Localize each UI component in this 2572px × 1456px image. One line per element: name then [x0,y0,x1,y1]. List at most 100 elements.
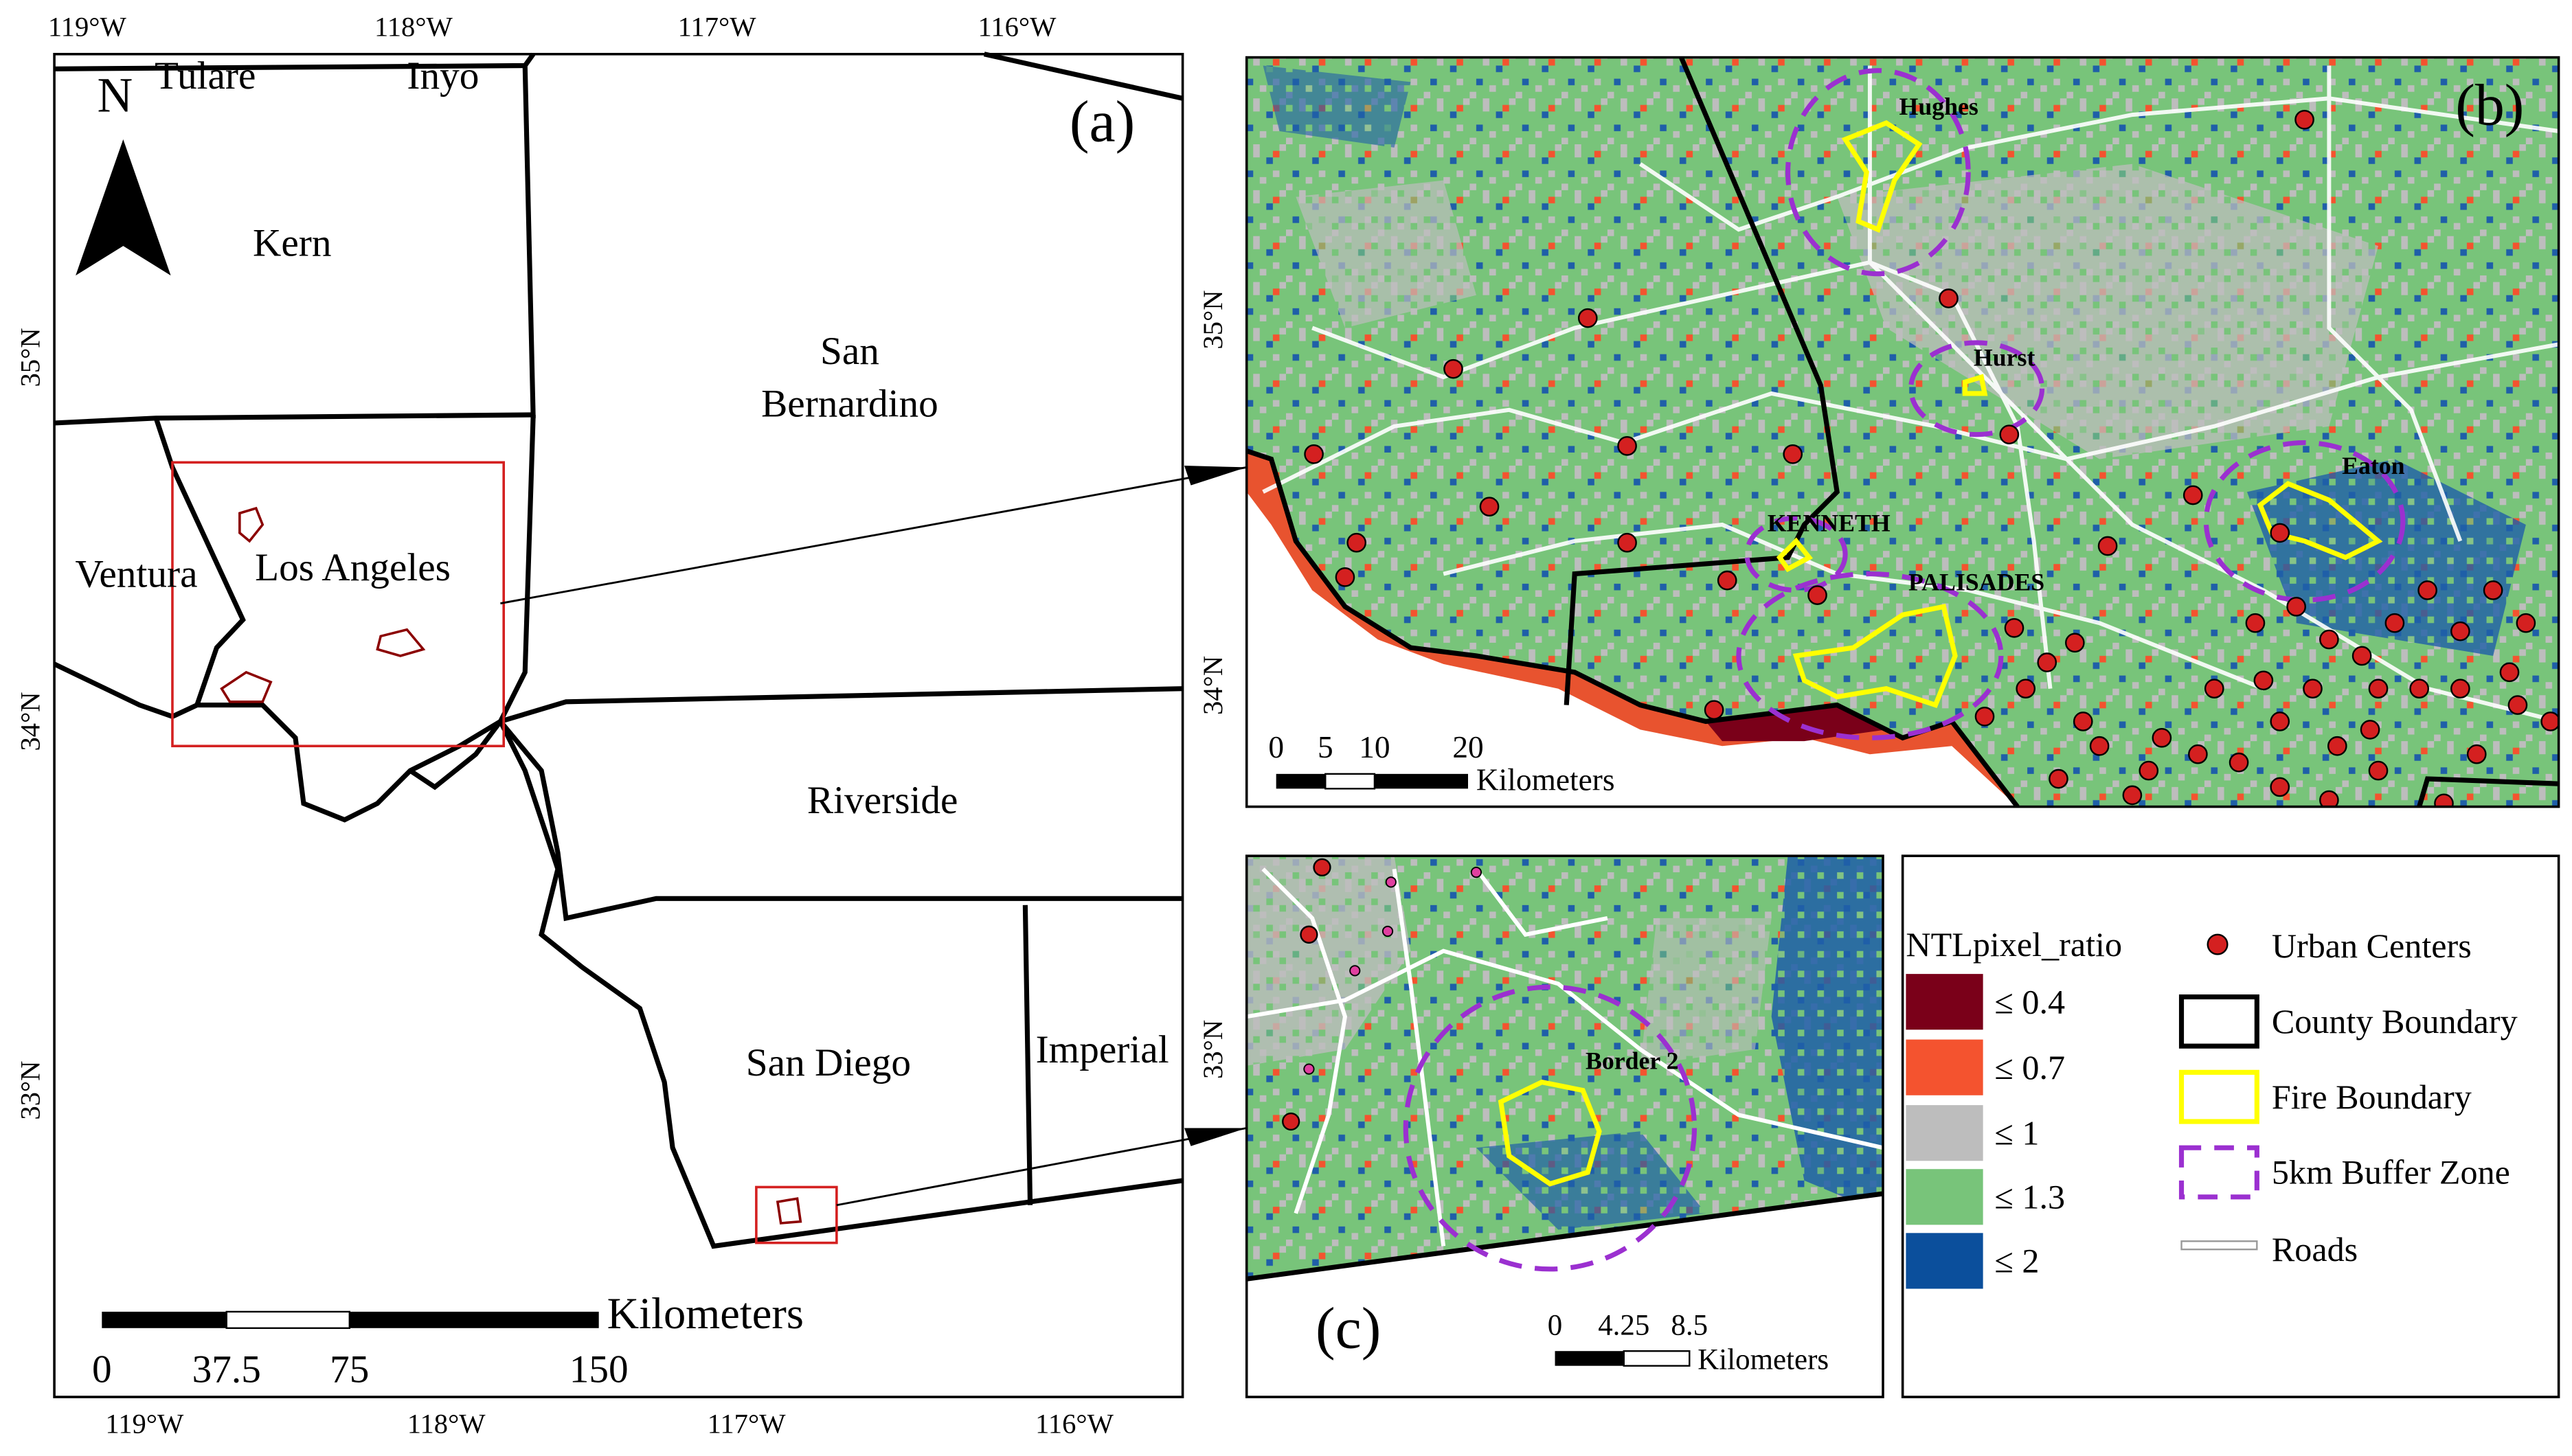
lon-label: 117°W [708,1409,787,1440]
legend-label: ≤ 1 [1994,1113,2039,1152]
legend-label: Urban Centers [2272,926,2472,965]
scale-seg [1324,773,1376,790]
urban-center [2270,712,2290,731]
panel-c: (c) Border 2 0 4.25 8.5 Kilometers 33°N [1197,854,1884,1398]
scale-seg [1555,1351,1624,1366]
scale-label: 4.25 [1598,1309,1649,1341]
scale-label: 20 [1452,730,1483,764]
urban-center [2466,744,2487,764]
urban-center [2384,613,2405,633]
lon-label: 118°W [374,12,453,43]
legend-label: County Boundary [2272,1002,2518,1040]
panel-b-map [1246,57,2559,807]
scale-seg [1276,773,1326,789]
urban-center [2450,679,2470,699]
legend-label: ≤ 0.7 [1994,1048,2065,1087]
north-label: N [98,68,133,122]
lat-label: 34°N [1197,656,1228,715]
fire-label: PALISADES [1908,568,2044,595]
county-label: Riverside [807,779,958,822]
county-label: San Diego [746,1041,911,1084]
county-label: Ventura [75,553,197,596]
fire-label: Hurst [1974,343,2035,371]
scale-label: 0 [1268,730,1284,764]
fire-label: Hughes [1899,93,1978,120]
urban-center [2152,728,2172,748]
legend-label: ≤ 1.3 [1994,1178,2065,1216]
urban-center [1617,532,1637,553]
scale-unit: Kilometers [1476,763,1615,797]
urban-center [1807,585,1827,605]
urban-center [2253,670,2274,691]
legend-swatch [1906,1039,1983,1095]
urban-center [2360,720,2380,740]
scale-label: 150 [569,1348,629,1391]
urban-center [1443,359,1463,379]
panel-a: N (a) Tulare Inyo Kern San Bernardino Ve… [15,12,1247,1440]
legend-swatch [1906,1233,1983,1289]
scale-label: 75 [330,1348,369,1391]
fire-label: KENNETH [1768,510,1891,537]
fire-label: Border 2 [1586,1047,1679,1075]
urban-center [2122,785,2143,806]
county-label: Los Angeles [255,546,451,589]
urban-center [2327,736,2347,756]
urban-center [1346,532,1366,553]
lat-label: 35°N [15,328,46,387]
leader [836,1127,1247,1207]
urban-center [2540,712,2559,731]
urban-center [2182,485,2203,505]
county-label: Tulare [155,54,256,98]
fire-outlines [220,506,802,1225]
panel-label: (c) [1316,1295,1381,1361]
legend-frame [1901,854,2560,1398]
scale-label: 0 [92,1348,112,1391]
scale-bar: 0 4.25 8.5 Kilometers [1548,1309,1829,1376]
inset-box [171,461,506,748]
scale-label: 0 [1548,1309,1562,1341]
lon-label: 117°W [678,12,757,43]
urban-center [2270,523,2290,543]
scale-unit: Kilometers [607,1289,804,1338]
panel-c-map [1246,856,1884,1398]
scale-seg [225,1310,350,1329]
legend-swatch [1906,1105,1983,1161]
lat-label: 35°N [1197,290,1228,349]
urban-center [2097,536,2118,556]
legend-symbol [2178,994,2259,1049]
urban-center [2409,679,2430,699]
urban-center [1974,706,1995,727]
urban-center [2450,621,2470,641]
urban-center [2229,752,2249,773]
urban-center [2089,736,2110,756]
lon-label: 116°W [1035,1409,1114,1440]
urban-center [2351,646,2372,666]
panel-b: (b) Hughes Hurst Eaton KENNETH PALISADES… [1197,56,2560,808]
urban-center [2188,744,2208,764]
urban-center [1479,497,1500,517]
urban-center [2037,652,2057,672]
legend-symbol [2178,1145,2259,1200]
county-label: Inyo [407,54,479,98]
legend-title: NTLpixel_ratio [1906,925,2122,964]
urban-center [2483,580,2503,600]
lon-label: 116°W [978,12,1057,43]
scale-unit: Kilometers [1697,1343,1829,1376]
legend-swatch [1906,974,1983,1030]
county-label: Bernardino [761,382,938,425]
legend-label: Roads [2272,1230,2358,1269]
lon-label: 118°W [407,1409,486,1440]
legend-swatch [1906,1169,1983,1225]
urban-center [2049,769,2068,789]
north-arrow [76,139,171,276]
legend-symbol [2207,933,2229,955]
urban-center [1577,308,1598,328]
lat-label: 33°N [1197,1020,1228,1079]
urban-center [2139,760,2159,781]
legend: NTLpixel_ratio ≤ 0.4 ≤ 0.7 ≤ 1 ≤ 1.3 ≤ 2… [1901,854,2560,1398]
urban-center [1304,444,1324,464]
urban-center [2434,793,2454,807]
scale-seg [1374,773,1468,789]
urban-center [1717,570,1737,591]
arrowhead [1184,466,1247,486]
